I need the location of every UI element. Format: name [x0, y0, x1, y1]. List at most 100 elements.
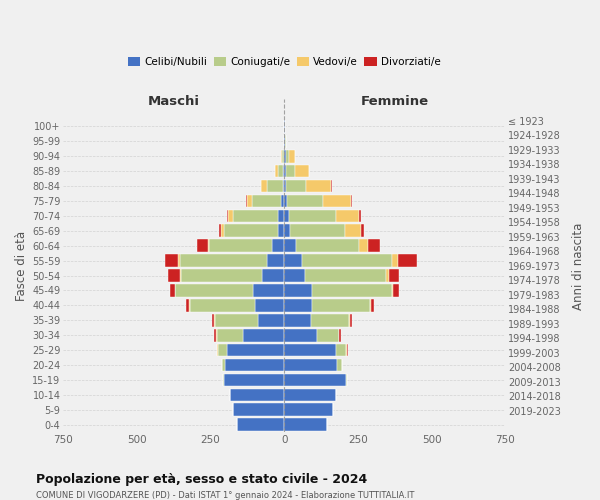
- Bar: [290, 224, 344, 237]
- Bar: [217, 329, 243, 342]
- Bar: [311, 314, 349, 326]
- Bar: [190, 299, 255, 312]
- Bar: [295, 164, 310, 177]
- Bar: [307, 180, 331, 192]
- Bar: [221, 224, 224, 237]
- Bar: [284, 269, 305, 282]
- Bar: [371, 299, 374, 312]
- Bar: [181, 269, 262, 282]
- Bar: [312, 284, 392, 297]
- Bar: [350, 194, 352, 207]
- Bar: [284, 210, 289, 222]
- Bar: [284, 254, 302, 267]
- Bar: [284, 404, 333, 416]
- Bar: [286, 180, 307, 192]
- Bar: [237, 418, 284, 431]
- Bar: [179, 254, 266, 267]
- Bar: [284, 224, 290, 237]
- Bar: [284, 314, 311, 326]
- Bar: [349, 314, 350, 326]
- Bar: [284, 194, 287, 207]
- Bar: [398, 254, 417, 267]
- Bar: [197, 240, 208, 252]
- Bar: [336, 210, 359, 222]
- Bar: [247, 194, 252, 207]
- Bar: [359, 240, 368, 252]
- Bar: [179, 269, 181, 282]
- Bar: [284, 180, 286, 192]
- Bar: [286, 164, 295, 177]
- Legend: Celibi/Nubili, Coniugati/e, Vedovi/e, Divorziati/e: Celibi/Nubili, Coniugati/e, Vedovi/e, Di…: [124, 53, 445, 72]
- Bar: [340, 329, 341, 342]
- Bar: [370, 299, 371, 312]
- Bar: [224, 224, 278, 237]
- Bar: [229, 210, 233, 222]
- Bar: [284, 344, 336, 356]
- Bar: [305, 269, 386, 282]
- Bar: [278, 210, 284, 222]
- Bar: [287, 194, 323, 207]
- Bar: [289, 210, 336, 222]
- Bar: [283, 164, 284, 177]
- Bar: [282, 150, 284, 162]
- Bar: [262, 269, 284, 282]
- Bar: [255, 299, 284, 312]
- Bar: [284, 240, 296, 252]
- Bar: [284, 150, 286, 162]
- Bar: [284, 299, 312, 312]
- Bar: [312, 299, 370, 312]
- Bar: [220, 224, 221, 237]
- Bar: [289, 150, 295, 162]
- Bar: [296, 240, 359, 252]
- Bar: [252, 194, 281, 207]
- Bar: [317, 329, 339, 342]
- Text: Femmine: Femmine: [361, 96, 429, 108]
- Bar: [233, 404, 284, 416]
- Bar: [337, 358, 342, 372]
- Bar: [283, 180, 284, 192]
- Bar: [284, 388, 336, 402]
- Text: Maschi: Maschi: [148, 96, 200, 108]
- Bar: [226, 358, 284, 372]
- Bar: [344, 224, 361, 237]
- Text: Popolazione per età, sesso e stato civile - 2024: Popolazione per età, sesso e stato civil…: [36, 472, 367, 486]
- Bar: [393, 284, 399, 297]
- Bar: [215, 314, 258, 326]
- Bar: [175, 284, 253, 297]
- Bar: [285, 135, 286, 147]
- Bar: [233, 210, 278, 222]
- Bar: [386, 269, 389, 282]
- Bar: [275, 164, 278, 177]
- Bar: [253, 284, 284, 297]
- Bar: [284, 374, 346, 386]
- Text: COMUNE DI VIGODARZERE (PD) - Dati ISTAT 1° gennaio 2024 - Elaborazione TUTTITALI: COMUNE DI VIGODARZERE (PD) - Dati ISTAT …: [36, 491, 415, 500]
- Bar: [281, 150, 282, 162]
- Bar: [302, 254, 392, 267]
- Y-axis label: Fasce di età: Fasce di età: [15, 231, 28, 301]
- Bar: [214, 329, 216, 342]
- Bar: [284, 418, 327, 431]
- Bar: [230, 388, 284, 402]
- Bar: [178, 254, 179, 267]
- Bar: [350, 314, 352, 326]
- Bar: [361, 224, 364, 237]
- Bar: [224, 374, 284, 386]
- Bar: [284, 358, 337, 372]
- Bar: [223, 358, 226, 372]
- Bar: [165, 254, 178, 267]
- Bar: [281, 194, 284, 207]
- Bar: [272, 240, 284, 252]
- Bar: [284, 329, 317, 342]
- Bar: [266, 254, 284, 267]
- Bar: [359, 210, 361, 222]
- Bar: [218, 344, 227, 356]
- Bar: [389, 269, 399, 282]
- Bar: [227, 344, 284, 356]
- Bar: [392, 284, 393, 297]
- Bar: [246, 194, 247, 207]
- Bar: [168, 269, 179, 282]
- Bar: [286, 150, 289, 162]
- Bar: [323, 194, 350, 207]
- Bar: [227, 210, 229, 222]
- Bar: [209, 240, 272, 252]
